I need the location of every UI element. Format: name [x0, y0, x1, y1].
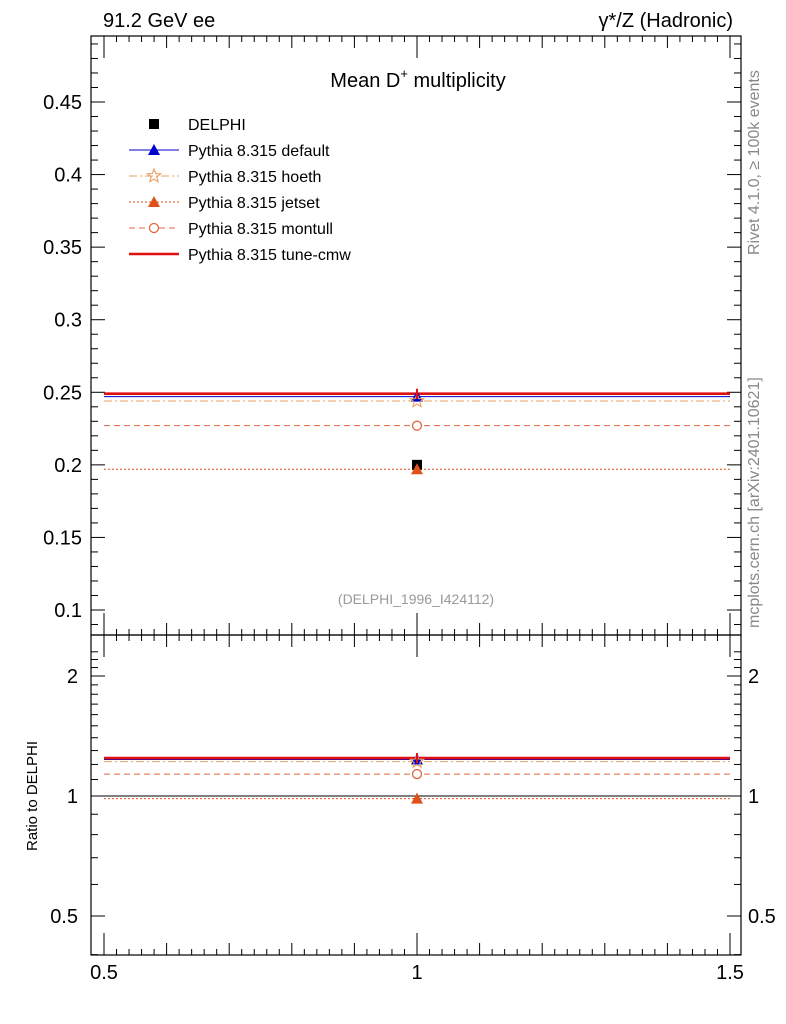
x-tick-label: 1.5: [716, 962, 744, 984]
legend-item-1-marker: [148, 144, 160, 155]
legend-item-3-marker: [148, 196, 160, 207]
ratio-y-tick-label-right: 1: [748, 786, 759, 808]
legend-item-4-label: Pythia 8.315 montull: [188, 221, 333, 238]
ratio-y-tick-label-right: 2: [748, 666, 759, 688]
ratio-axes-box: [90, 634, 742, 956]
main-y-tick-label: 0.2: [54, 455, 82, 477]
legend-item-4-marker: [148, 222, 160, 234]
legend-item-2-label: Pythia 8.315 hoeth: [188, 169, 321, 186]
ratio-y-tick-label: 0.5: [50, 906, 78, 928]
ratio-y-label: Ratio to DELPHI: [24, 741, 41, 851]
chart-title: Mean D+ multiplicity: [330, 66, 505, 92]
main-y-tick-label: 0.3: [54, 310, 82, 332]
main-y-tick-label: 0.15: [43, 527, 82, 549]
ratio-y-tick-label: 2: [67, 666, 78, 688]
legend-item-0-marker: [149, 119, 159, 129]
main-y-tick-label: 0.25: [43, 382, 82, 404]
series-3-main-point: [411, 463, 423, 475]
main-y-tick-label: 0.4: [54, 165, 82, 187]
legend-item-3-label: Pythia 8.315 jetset: [188, 195, 320, 212]
x-tick-label: 1: [411, 962, 422, 984]
series-2-ratio-point: [408, 753, 426, 769]
legend: DELPHI Pythia 8.315 default Pythia 8.315 h…: [129, 117, 351, 264]
x-tick-label: 0.5: [90, 962, 118, 984]
axis-tick-labels: 0.1 0.15 0.2 0.25 0.3 0.35 0.4 0.45 0.5 0.5 1 1 2 2 0.…: [43, 92, 776, 984]
legend-item-1-label: Pythia 8.315 default: [188, 143, 330, 160]
legend-item-5-label: Pythia 8.315 tune-cmw: [188, 247, 351, 264]
header-right: γ*/Z (Hadronic): [599, 10, 733, 32]
ratio-y-tick-label-right: 0.5: [748, 906, 776, 928]
ratio-y-tick-label: 1: [67, 786, 78, 808]
main-y-tick-label: 0.35: [43, 237, 82, 259]
main-y-tick-label: 0.1: [54, 600, 82, 622]
data-series: [104, 388, 730, 804]
axis-ticks: [91, 36, 741, 956]
legend-item-2-marker: [145, 167, 163, 183]
series-4-ratio-point: [411, 768, 423, 780]
series-2-main-point: [408, 392, 426, 408]
analysis-watermark: (DELPHI_1996_I424112): [338, 591, 494, 607]
series-4-main-point: [411, 420, 423, 431]
series-3-ratio-point: [411, 792, 423, 804]
main-y-tick-label: 0.45: [43, 92, 82, 114]
rivet-label: Rivet 4.1.0, ≥ 100k events: [746, 70, 763, 255]
mcplots-label: mcplots.cern.ch [arXiv:2401.10621]: [746, 377, 763, 628]
header-left: 91.2 GeV ee: [103, 10, 215, 32]
legend-item-0-label: DELPHI: [188, 117, 246, 134]
